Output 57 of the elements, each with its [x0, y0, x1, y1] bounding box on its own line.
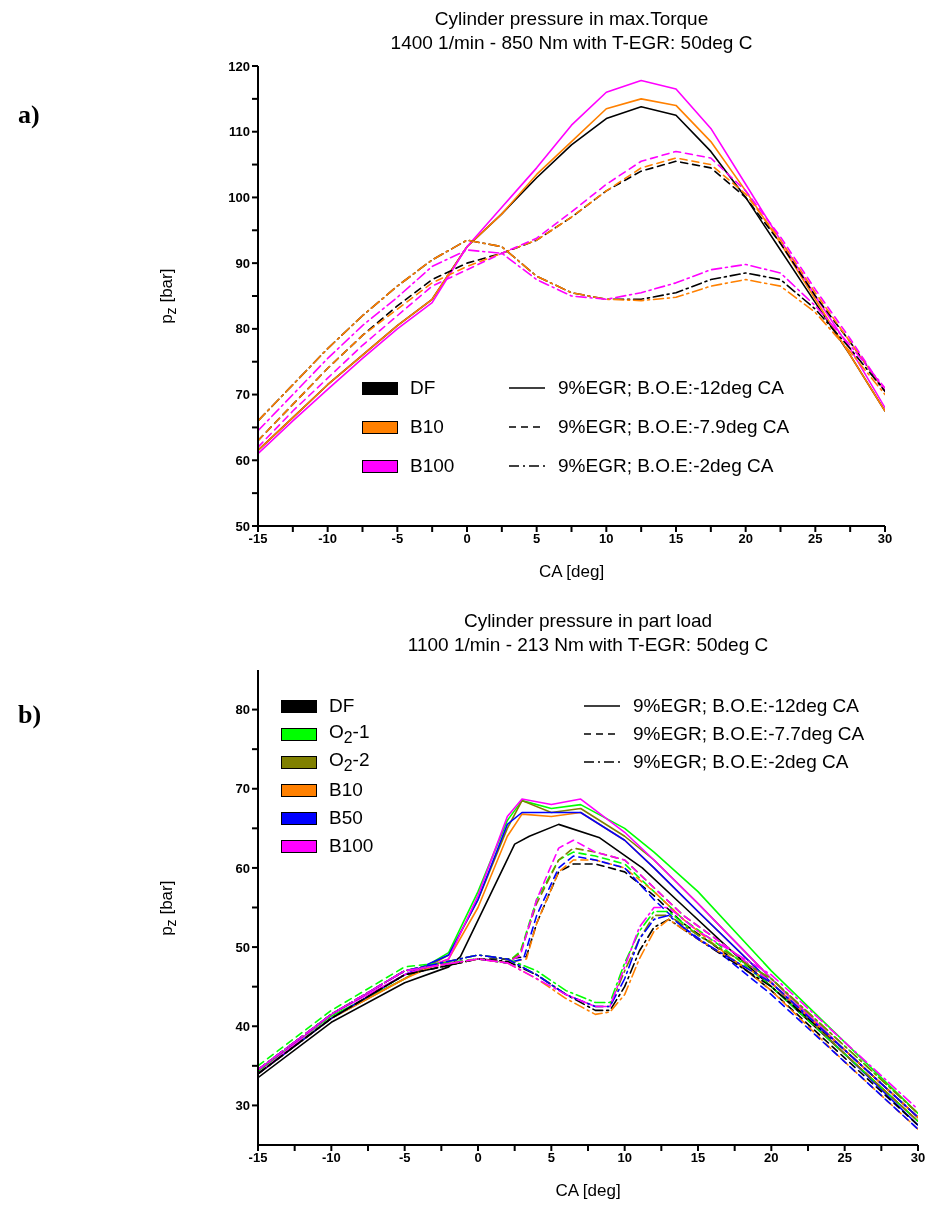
y-tick-label: 30 [235, 1098, 250, 1114]
y-tick-label: 120 [228, 58, 250, 74]
x-tick-label: -15 [248, 531, 268, 547]
x-tick-label: -15 [248, 1150, 268, 1166]
y-tick-label: 70 [235, 781, 250, 797]
y-tick-label: 100 [228, 190, 250, 206]
legend-label: DF [329, 695, 355, 717]
x-tick-label: 10 [599, 531, 614, 547]
y-tick-label: 60 [235, 860, 250, 876]
annotation: 9%EGR; B.O.E:-2deg CA [633, 751, 849, 773]
chart-subtitle: 1400 1/min - 850 Nm with T-EGR: 50deg C [389, 32, 754, 54]
x-tick-label: 15 [668, 531, 684, 547]
x-tick-label: 25 [808, 531, 823, 547]
annotation: 9%EGR; B.O.E:-7.7deg CA [633, 723, 865, 745]
annotation: 9%EGR; B.O.E:-2deg CA [558, 455, 774, 477]
text: b) [18, 700, 42, 730]
x-tick-label: -10 [321, 1150, 341, 1166]
y-tick-label: 70 [235, 387, 250, 403]
chart-title: Cylinder pressure in max.Torque [433, 8, 710, 30]
x-tick-label: 25 [837, 1150, 852, 1166]
x-tick-label: 0 [463, 531, 471, 547]
y-tick-label: 80 [235, 702, 250, 718]
x-tick-label: 20 [764, 1150, 779, 1166]
annotation: 9%EGR; B.O.E:-7.9deg CA [558, 416, 790, 438]
y-tick-label: 80 [235, 321, 250, 337]
chart-title: Cylinder pressure in part load [462, 610, 714, 632]
annotation: 9%EGR; B.O.E:-12deg CA [633, 695, 859, 717]
x-axis-title: CA [deg] [537, 562, 606, 582]
x-axis-title: CA [deg] [554, 1181, 622, 1201]
y-tick-label: 40 [235, 1018, 250, 1034]
y-tick-label: 60 [235, 452, 250, 468]
legend-label: B10 [410, 416, 444, 438]
y-tick-label: 50 [235, 518, 250, 534]
legend-label: O$_{2}$-2 [329, 749, 370, 775]
annotation: 9%EGR; B.O.E:-12deg CA [558, 377, 784, 399]
x-tick-label: 15 [690, 1150, 706, 1166]
x-tick-label: 30 [877, 531, 893, 547]
chart-subtitle: 1100 1/min - 213 Nm with T-EGR: 50deg C [406, 634, 770, 656]
legend-label: B100 [410, 455, 455, 477]
text: a) [18, 100, 40, 130]
legend-label: B100 [329, 835, 374, 857]
y-tick-label: 50 [235, 939, 250, 955]
y-tick-label: 90 [235, 255, 250, 271]
legend-label: B10 [329, 779, 363, 801]
x-tick-label: 10 [617, 1150, 632, 1166]
legend-label: O$_{2}$-1 [329, 721, 370, 747]
legend-label: DF [410, 377, 436, 399]
x-tick-label: 0 [474, 1150, 482, 1166]
y-tick-label: 110 [229, 124, 250, 140]
x-tick-label: 5 [547, 1150, 555, 1166]
x-tick-label: 30 [910, 1150, 926, 1166]
x-tick-label: -5 [391, 531, 404, 547]
x-tick-label: -5 [398, 1150, 411, 1166]
legend-label: B50 [329, 807, 363, 829]
x-tick-label: 20 [738, 531, 753, 547]
x-tick-label: 5 [533, 531, 541, 547]
x-tick-label: -10 [318, 531, 338, 547]
